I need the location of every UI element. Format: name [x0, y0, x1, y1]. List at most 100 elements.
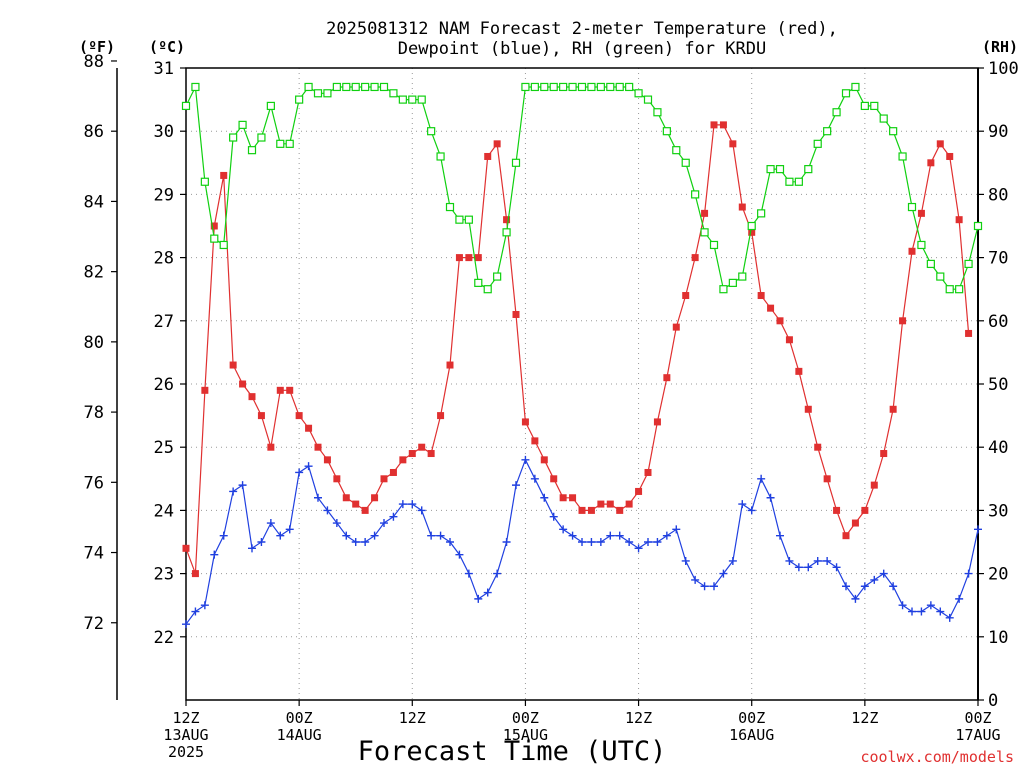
data-point: [578, 506, 586, 514]
data-point: [361, 82, 370, 92]
data-point: [879, 569, 888, 578]
x-tick-label: 00Z: [738, 709, 765, 727]
data-point: [606, 531, 615, 540]
data-point: [596, 538, 605, 546]
data-point: [342, 531, 351, 540]
data-point: [351, 538, 360, 546]
data-point: [728, 556, 737, 565]
data-point: [408, 500, 417, 509]
series-2: [181, 82, 983, 294]
x-tick-label: 17AUG: [955, 726, 1000, 744]
data-point: [305, 424, 313, 432]
data-point: [455, 550, 464, 559]
data-point: [530, 474, 539, 483]
data-point: [889, 582, 898, 591]
data-point: [899, 317, 907, 325]
data-point: [814, 443, 822, 451]
data-point: [484, 152, 492, 160]
series-layer: [181, 82, 983, 629]
data-point: [238, 481, 247, 490]
data-point: [691, 575, 700, 584]
celsius-tick-label: 27: [154, 312, 174, 332]
rh-unit-label: (RH): [982, 38, 1018, 56]
x-tick-label: 00Z: [964, 709, 991, 727]
data-point: [747, 506, 756, 515]
data-point: [823, 556, 832, 565]
data-point: [653, 538, 662, 546]
data-point: [181, 101, 191, 111]
data-point: [634, 544, 643, 553]
x-tick-label: 16AUG: [729, 726, 774, 744]
data-point: [615, 82, 624, 92]
data-point: [767, 304, 775, 312]
data-point: [399, 456, 407, 464]
data-point: [907, 202, 917, 212]
data-point: [323, 89, 332, 98]
data-point: [549, 82, 558, 92]
data-point: [200, 601, 209, 610]
fahrenheit-tick-label: 76: [84, 473, 104, 493]
data-point: [728, 278, 737, 287]
data-point: [766, 165, 775, 174]
data-point: [257, 538, 266, 546]
data-point: [832, 563, 841, 572]
fahrenheit-tick-label: 72: [84, 614, 104, 634]
data-point: [785, 336, 793, 344]
x-tick-label: 14AUG: [277, 726, 322, 744]
data-point: [502, 538, 511, 546]
celsius-tick-label: 28: [154, 249, 174, 269]
data-point: [945, 613, 954, 622]
data-point: [540, 82, 549, 92]
data-point: [785, 177, 794, 186]
data-point: [832, 108, 841, 117]
rh-tick-label: 0: [988, 691, 998, 711]
celsius-tick-label: 31: [154, 59, 174, 79]
data-point: [531, 437, 539, 445]
series-0: [182, 121, 973, 578]
data-point: [219, 240, 228, 250]
chart-title-line-2: Dewpoint (blue), RH (green) for KRDU: [398, 39, 766, 59]
data-point: [464, 569, 473, 578]
x-tick-label: 00Z: [286, 709, 313, 727]
data-point: [248, 544, 256, 553]
data-point: [606, 500, 614, 508]
celsius-unit-label: (ºC): [149, 38, 185, 56]
data-point: [917, 607, 926, 616]
data-point: [804, 165, 813, 174]
data-point: [266, 519, 275, 528]
data-point: [842, 532, 850, 540]
data-point: [342, 82, 351, 92]
fahrenheit-tick-label: 82: [84, 263, 104, 283]
data-point: [248, 393, 256, 401]
x-tick-label: 13AUG: [163, 726, 208, 744]
data-point: [955, 216, 963, 224]
data-point: [898, 152, 907, 161]
data-point: [445, 202, 455, 212]
data-point: [483, 588, 492, 597]
data-point: [860, 101, 869, 111]
data-point: [653, 418, 661, 426]
data-point: [257, 412, 265, 420]
data-point: [568, 82, 577, 92]
data-point: [615, 531, 624, 540]
data-point: [672, 146, 681, 155]
data-point: [503, 216, 511, 224]
data-point: [540, 493, 549, 502]
data-point: [446, 361, 454, 369]
data-point: [436, 152, 445, 161]
data-point: [229, 487, 238, 496]
data-point: [776, 317, 784, 325]
gridlines: [186, 67, 978, 700]
data-point: [643, 95, 653, 104]
data-point: [757, 292, 765, 300]
data-point: [502, 228, 511, 237]
data-point: [389, 468, 397, 476]
data-point: [191, 82, 200, 92]
series-1: [182, 455, 982, 629]
data-point: [380, 519, 388, 528]
data-point: [719, 121, 727, 129]
data-point: [757, 209, 766, 218]
rh-tick-label: 80: [988, 185, 1008, 205]
data-point: [191, 570, 199, 578]
x-tick-label: 12Z: [399, 709, 426, 727]
